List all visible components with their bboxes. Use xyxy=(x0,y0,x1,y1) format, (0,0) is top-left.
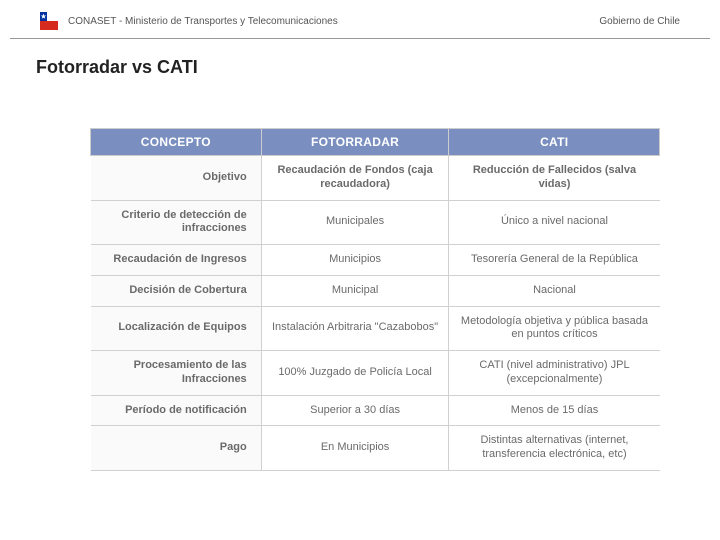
table-row: PagoEn MunicipiosDistintas alternativas … xyxy=(91,426,660,471)
chile-flag-icon xyxy=(40,12,58,30)
table-row: Decisión de CoberturaMunicipalNacional xyxy=(91,275,660,306)
header-left: CONASET - Ministerio de Transportes y Te… xyxy=(40,12,338,30)
row-fotorradar: Municipal xyxy=(261,275,449,306)
table-row: Período de notificaciónSuperior a 30 día… xyxy=(91,395,660,426)
org-name: CONASET - Ministerio de Transportes y Te… xyxy=(68,16,338,27)
row-cati: Único a nivel nacional xyxy=(449,200,660,245)
table-header-row: CONCEPTO FOTORRADAR CATI xyxy=(91,129,660,156)
row-cati: Reducción de Fallecidos (salva vidas) xyxy=(449,156,660,201)
gov-name: Gobierno de Chile xyxy=(599,16,680,27)
row-concept: Procesamiento de las Infracciones xyxy=(91,351,262,396)
table-row: Criterio de detección de infraccionesMun… xyxy=(91,200,660,245)
col-header-cati: CATI xyxy=(449,129,660,156)
row-cati: Menos de 15 días xyxy=(449,395,660,426)
row-concept: Decisión de Cobertura xyxy=(91,275,262,306)
row-concept: Pago xyxy=(91,426,262,471)
col-header-concepto: CONCEPTO xyxy=(91,129,262,156)
comparison-table-wrap: CONCEPTO FOTORRADAR CATI ObjetivoRecauda… xyxy=(0,78,720,471)
page-header: CONASET - Ministerio de Transportes y Te… xyxy=(10,0,710,39)
col-header-fotorradar: FOTORRADAR xyxy=(261,129,449,156)
row-fotorradar: Municipios xyxy=(261,245,449,276)
row-concept: Período de notificación xyxy=(91,395,262,426)
table-row: Procesamiento de las Infracciones100% Ju… xyxy=(91,351,660,396)
row-concept: Localización de Equipos xyxy=(91,306,262,351)
row-cati: Distintas alternativas (internet, transf… xyxy=(449,426,660,471)
row-concept: Objetivo xyxy=(91,156,262,201)
table-row: Recaudación de IngresosMunicipiosTesorer… xyxy=(91,245,660,276)
row-fotorradar: Recaudación de Fondos (caja recaudadora) xyxy=(261,156,449,201)
row-cati: CATI (nivel administrativo) JPL (excepci… xyxy=(449,351,660,396)
table-row: ObjetivoRecaudación de Fondos (caja reca… xyxy=(91,156,660,201)
row-fotorradar: En Municipios xyxy=(261,426,449,471)
page-title: Fotorradar vs CATI xyxy=(0,39,720,78)
row-cati: Metodología objetiva y pública basada en… xyxy=(449,306,660,351)
row-concept: Recaudación de Ingresos xyxy=(91,245,262,276)
row-fotorradar: Superior a 30 días xyxy=(261,395,449,426)
comparison-table: CONCEPTO FOTORRADAR CATI ObjetivoRecauda… xyxy=(90,128,660,471)
row-concept: Criterio de detección de infracciones xyxy=(91,200,262,245)
table-row: Localización de EquiposInstalación Arbit… xyxy=(91,306,660,351)
row-fotorradar: Instalación Arbitraria "Cazabobos" xyxy=(261,306,449,351)
row-cati: Tesorería General de la República xyxy=(449,245,660,276)
row-fotorradar: Municipales xyxy=(261,200,449,245)
row-cati: Nacional xyxy=(449,275,660,306)
row-fotorradar: 100% Juzgado de Policía Local xyxy=(261,351,449,396)
